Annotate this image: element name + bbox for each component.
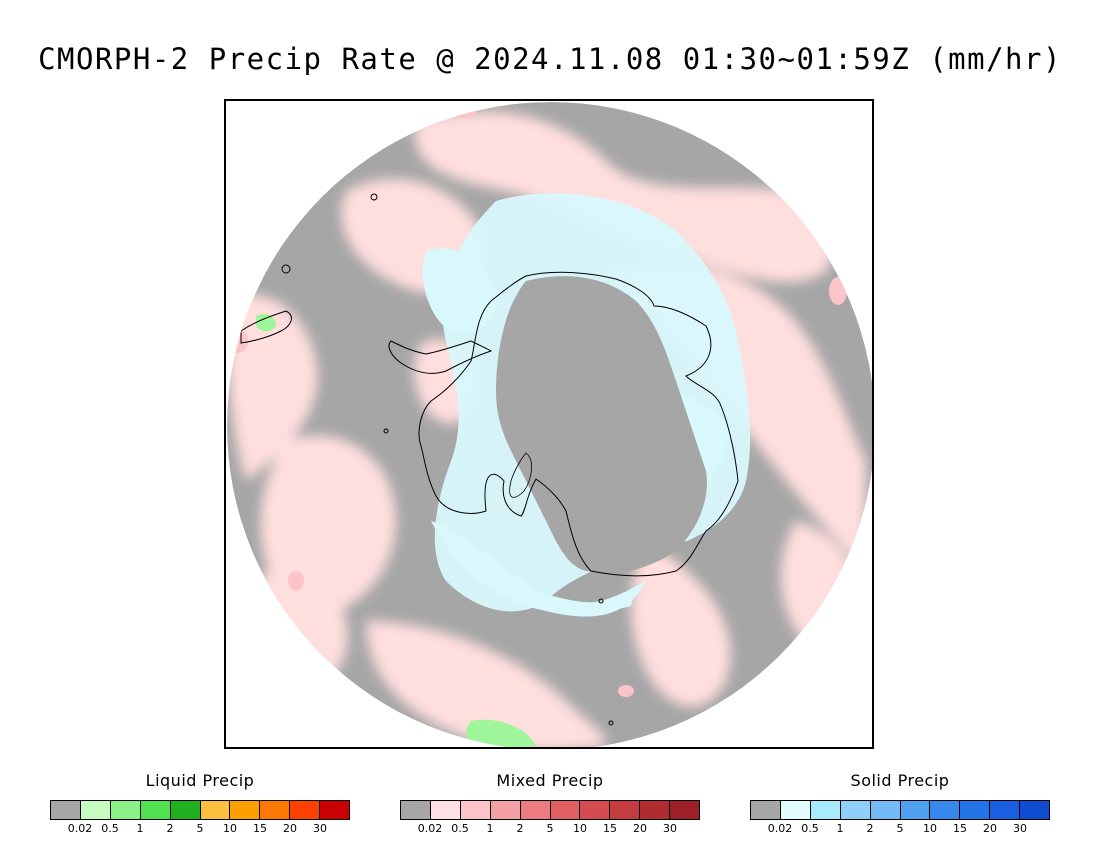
solid-tick-label: 15 bbox=[953, 822, 967, 835]
mixed-tick-label: 10 bbox=[573, 822, 587, 835]
liquid-tick-label: 20 bbox=[283, 822, 297, 835]
polar-precip-map bbox=[224, 99, 874, 749]
mixed-tick-label: 1 bbox=[486, 822, 494, 835]
solid-tick-label: 5 bbox=[896, 822, 904, 835]
solid-swatch-8 bbox=[990, 801, 1021, 819]
liquid-swatch-9 bbox=[320, 801, 350, 819]
liquid-swatch-2 bbox=[110, 801, 141, 819]
solid-swatch-0 bbox=[751, 801, 781, 819]
mixed-precip-legend: Mixed Precip 0.02 0.5 1 2 5 10 15 20 30 bbox=[400, 770, 700, 838]
solid-swatch-3 bbox=[840, 801, 871, 819]
solid-swatch-4 bbox=[870, 801, 901, 819]
mixed-tick-label: 20 bbox=[633, 822, 647, 835]
south-america-coastline bbox=[240, 310, 292, 344]
mixed-tick-label: 5 bbox=[546, 822, 554, 835]
liquid-precip-legend: Liquid Precip 0.02 0.5 1 2 5 10 15 20 30 bbox=[50, 770, 350, 838]
solid-swatch-5 bbox=[900, 801, 931, 819]
mixed-swatch-3 bbox=[490, 801, 521, 819]
mixed-tick-label: 0.02 bbox=[417, 822, 443, 835]
solid-legend-title: Solid Precip bbox=[850, 771, 950, 790]
mixed-swatch-2 bbox=[460, 801, 491, 819]
mixed-swatch-4 bbox=[520, 801, 551, 819]
ross-ice-shelf-outline bbox=[509, 452, 533, 498]
chart-title: CMORPH-2 Precip Rate @ 2024.11.08 01:30~… bbox=[38, 42, 1062, 76]
solid-tick-label: 10 bbox=[923, 822, 937, 835]
solid-tick-label: 0.02 bbox=[767, 822, 793, 835]
map-canvas bbox=[227, 102, 872, 747]
solid-color-bar bbox=[750, 800, 1050, 820]
solid-swatch-1 bbox=[780, 801, 811, 819]
liquid-tick-label: 2 bbox=[166, 822, 174, 835]
liquid-legend-title: Liquid Precip bbox=[145, 771, 255, 790]
liquid-tick-label: 30 bbox=[313, 822, 327, 835]
solid-tick-label: 1 bbox=[836, 822, 844, 835]
liquid-swatch-8 bbox=[290, 801, 321, 819]
solid-swatch-7 bbox=[960, 801, 991, 819]
liquid-color-bar bbox=[50, 800, 350, 820]
solid-swatch-2 bbox=[810, 801, 841, 819]
liquid-tick-labels: 0.02 0.5 1 2 5 10 15 20 30 bbox=[50, 822, 350, 838]
mixed-legend-title: Mixed Precip bbox=[496, 771, 604, 790]
mixed-tick-label: 2 bbox=[516, 822, 524, 835]
mixed-swatch-1 bbox=[430, 801, 461, 819]
liquid-tick-label: 10 bbox=[223, 822, 237, 835]
solid-tick-label: 2 bbox=[866, 822, 874, 835]
liquid-swatch-4 bbox=[170, 801, 201, 819]
liquid-swatch-3 bbox=[140, 801, 171, 819]
islands bbox=[281, 193, 614, 726]
solid-tick-labels: 0.02 0.5 1 2 5 10 15 20 30 bbox=[750, 822, 1050, 838]
liquid-swatch-6 bbox=[230, 801, 261, 819]
solid-precip-legend: Solid Precip 0.02 0.5 1 2 5 10 15 20 30 bbox=[750, 770, 1050, 838]
mixed-tick-label: 15 bbox=[603, 822, 617, 835]
liquid-tick-label: 0.02 bbox=[67, 822, 93, 835]
mixed-swatch-0 bbox=[401, 801, 431, 819]
liquid-swatch-1 bbox=[80, 801, 111, 819]
liquid-tick-label: 1 bbox=[136, 822, 144, 835]
antarctic-peninsula-coastline bbox=[388, 340, 493, 374]
mixed-swatch-9 bbox=[670, 801, 700, 819]
mixed-tick-label: 30 bbox=[663, 822, 677, 835]
liquid-tick-label: 15 bbox=[253, 822, 267, 835]
liquid-swatch-5 bbox=[200, 801, 231, 819]
liquid-tick-label: 0.5 bbox=[101, 822, 119, 835]
antarctica-coastline bbox=[418, 271, 739, 577]
solid-swatch-9 bbox=[1020, 801, 1050, 819]
mixed-swatch-8 bbox=[640, 801, 671, 819]
liquid-swatch-7 bbox=[260, 801, 291, 819]
mixed-tick-labels: 0.02 0.5 1 2 5 10 15 20 30 bbox=[400, 822, 700, 838]
mixed-swatch-7 bbox=[610, 801, 641, 819]
solid-tick-label: 20 bbox=[983, 822, 997, 835]
solid-tick-label: 30 bbox=[1013, 822, 1027, 835]
mixed-tick-label: 0.5 bbox=[451, 822, 469, 835]
mixed-swatch-5 bbox=[550, 801, 581, 819]
solid-swatch-6 bbox=[930, 801, 961, 819]
liquid-tick-label: 5 bbox=[196, 822, 204, 835]
continent-no-precip bbox=[496, 276, 707, 573]
liquid-swatch-0 bbox=[51, 801, 81, 819]
mixed-swatch-6 bbox=[580, 801, 611, 819]
solid-tick-label: 0.5 bbox=[801, 822, 819, 835]
mixed-color-bar bbox=[400, 800, 700, 820]
